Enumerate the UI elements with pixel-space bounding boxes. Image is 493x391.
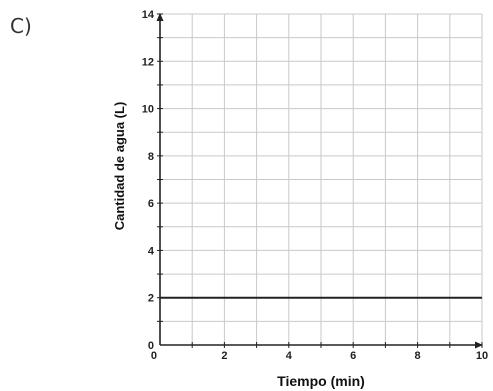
y-axis-title: Cantidad de agua (L) [112, 102, 127, 231]
x-tick-label: 8 [415, 350, 421, 362]
y-tick-label: 0 [148, 340, 154, 352]
x-tick-label: 2 [221, 350, 227, 362]
x-tick-label: 0 [151, 350, 157, 362]
x-tick-label: 6 [350, 350, 356, 362]
y-tick-label: 4 [148, 245, 155, 257]
x-tick-label: 4 [286, 350, 293, 362]
x-tick-label: 10 [476, 350, 488, 362]
y-tick-label: 10 [142, 104, 154, 116]
y-tick-label: 2 [148, 293, 154, 305]
x-axis-arrow [475, 341, 483, 349]
tick-labels: 0 2 4 6 8 10 12 14 0 2 4 6 8 10 [142, 9, 488, 362]
grid [160, 13, 483, 345]
y-tick-label: 14 [142, 9, 155, 21]
option-label: C) [10, 14, 32, 38]
axes [156, 13, 483, 349]
y-tick-label: 6 [148, 198, 154, 210]
y-tick-label: 8 [148, 151, 154, 163]
y-tick-label: 12 [142, 56, 154, 68]
x-axis-title: Tiempo (min) [277, 373, 365, 389]
y-axis-arrow [156, 13, 164, 21]
